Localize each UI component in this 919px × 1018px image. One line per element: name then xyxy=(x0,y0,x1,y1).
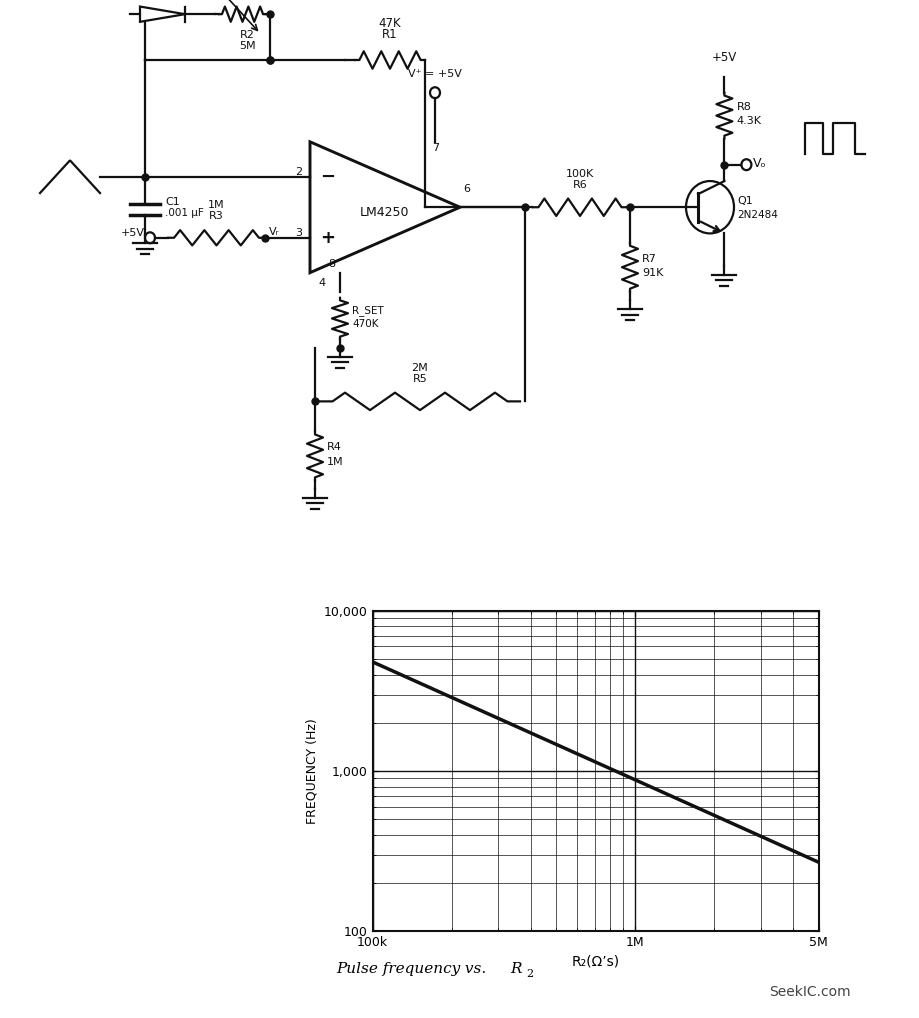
Text: vs.: vs. xyxy=(460,962,491,976)
Text: R7: R7 xyxy=(641,253,656,264)
Polygon shape xyxy=(140,6,185,21)
Text: R: R xyxy=(510,962,522,976)
Text: 4.3K: 4.3K xyxy=(735,116,761,126)
Text: 6: 6 xyxy=(462,184,470,194)
Text: 5M: 5M xyxy=(239,41,255,51)
Text: 1M: 1M xyxy=(326,457,344,466)
Text: +: + xyxy=(320,229,335,246)
Text: 8: 8 xyxy=(328,260,335,269)
Text: R1: R1 xyxy=(381,29,397,41)
Text: 470K: 470K xyxy=(352,320,378,329)
Text: R6: R6 xyxy=(572,179,586,189)
Text: 2N2484: 2N2484 xyxy=(736,210,777,220)
Text: −: − xyxy=(320,168,335,185)
Text: 47K: 47K xyxy=(379,17,401,31)
Text: R3: R3 xyxy=(209,211,223,221)
Text: .001 μF: .001 μF xyxy=(165,208,203,218)
Text: 2: 2 xyxy=(295,167,301,176)
Text: R5: R5 xyxy=(413,374,427,384)
Text: 1M: 1M xyxy=(208,201,224,211)
X-axis label: R₂(Ω’s): R₂(Ω’s) xyxy=(571,955,619,969)
Text: 3: 3 xyxy=(295,228,301,237)
Text: SeekIC.com: SeekIC.com xyxy=(768,984,849,999)
Text: 2: 2 xyxy=(526,969,533,979)
Text: 91K: 91K xyxy=(641,268,663,278)
Text: Pulse frequency: Pulse frequency xyxy=(335,962,460,976)
Text: +5V: +5V xyxy=(711,51,736,64)
Text: LM4250: LM4250 xyxy=(360,207,409,219)
Text: Vₒ: Vₒ xyxy=(753,157,766,170)
Text: C1: C1 xyxy=(165,197,179,207)
Text: 7: 7 xyxy=(432,143,438,153)
Text: 4: 4 xyxy=(318,278,324,288)
Text: R_SET: R_SET xyxy=(352,305,383,316)
Text: Q1: Q1 xyxy=(736,195,752,206)
Text: R4: R4 xyxy=(326,443,342,452)
Y-axis label: FREQUENCY (Hz): FREQUENCY (Hz) xyxy=(305,719,318,824)
Text: +5V: +5V xyxy=(121,228,145,237)
Text: V⁺ = +5V: V⁺ = +5V xyxy=(408,69,461,79)
Text: R8: R8 xyxy=(735,102,751,112)
Text: 100K: 100K xyxy=(565,169,594,179)
Text: R2: R2 xyxy=(240,31,255,40)
Text: 2M: 2M xyxy=(411,362,428,373)
Text: Vᵣ: Vᵣ xyxy=(268,226,279,236)
